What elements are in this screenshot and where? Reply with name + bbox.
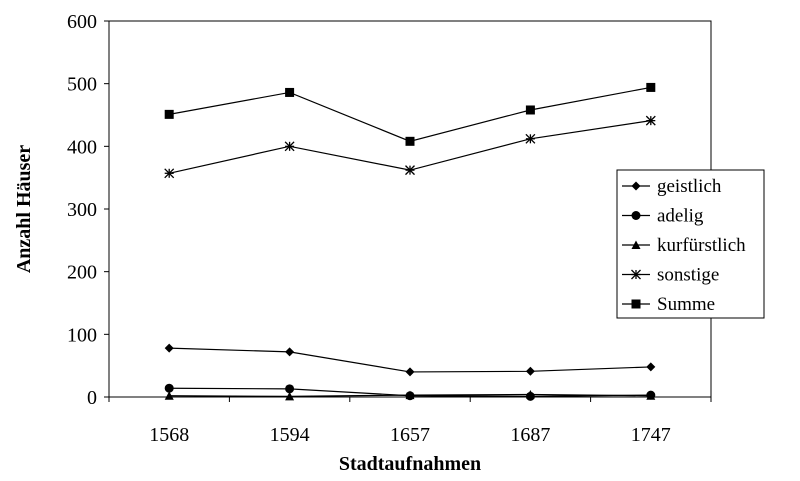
x-tick-label: 1594 <box>270 424 310 446</box>
data-point-sonstige <box>645 115 656 126</box>
x-axis-title: Stadtaufnahmen <box>339 453 481 475</box>
data-point-summe <box>405 136 415 146</box>
x-tick-label: 1568 <box>149 424 189 446</box>
legend-label: adelig <box>657 206 704 227</box>
legend-label: sonstige <box>657 265 719 286</box>
data-point-geistlich <box>285 347 295 357</box>
data-point-kurf-rstlich <box>405 390 415 400</box>
legend: geistlich adelig kurfürstlich sonstige Summe <box>616 169 765 319</box>
legend-marker <box>631 299 641 309</box>
data-point-sonstige <box>525 133 536 144</box>
data-point-adelig <box>164 383 174 393</box>
series-lines <box>169 86 651 397</box>
y-tick-label: 100 <box>67 324 97 346</box>
legend-box <box>616 169 765 319</box>
legend-label: geistlich <box>657 176 722 197</box>
legend-marker <box>631 269 641 280</box>
data-point-geistlich <box>164 343 174 353</box>
x-tick-label: 1657 <box>390 424 430 446</box>
series-markers <box>164 82 656 401</box>
legend-label: Summe <box>657 294 715 315</box>
y-tick-label: 200 <box>67 262 97 284</box>
data-point-adelig <box>285 384 295 394</box>
y-tick-label: 0 <box>87 387 97 409</box>
data-point-summe <box>646 82 656 92</box>
data-point-geistlich <box>525 366 535 376</box>
data-point-geistlich <box>646 362 656 372</box>
y-tick-label: 500 <box>67 74 97 96</box>
series-line-summe <box>169 86 651 142</box>
x-tick-label: 1687 <box>510 424 550 446</box>
legend-marker <box>631 181 641 191</box>
series-line-sonstige <box>169 120 651 174</box>
y-axis-title: Anzahl Häuser <box>13 145 35 273</box>
y-tick-label: 300 <box>67 199 97 221</box>
data-point-kurf-rstlich <box>525 389 535 399</box>
data-point-sonstige <box>164 168 175 179</box>
x-tick-label: 1747 <box>631 424 671 446</box>
legend-marker <box>631 211 641 220</box>
data-point-summe <box>525 105 535 115</box>
data-point-kurf-rstlich <box>646 391 656 400</box>
y-tick-label: 400 <box>67 136 97 158</box>
data-point-kurf-rstlich <box>164 391 174 400</box>
data-point-summe <box>285 87 295 97</box>
data-point-kurf-rstlich <box>285 391 295 401</box>
data-point-summe <box>164 109 174 119</box>
legend-label: kurfürstlich <box>657 235 746 256</box>
data-point-geistlich <box>405 367 415 377</box>
legend-marker <box>631 240 641 249</box>
data-point-sonstige <box>405 165 415 176</box>
y-tick-label: 600 <box>67 11 97 33</box>
data-point-sonstige <box>284 141 295 152</box>
x-axis: 1568 1594 1657 1687 1747 <box>108 397 712 446</box>
y-axis: 0 100 200 300 400 500 600 <box>67 11 109 409</box>
